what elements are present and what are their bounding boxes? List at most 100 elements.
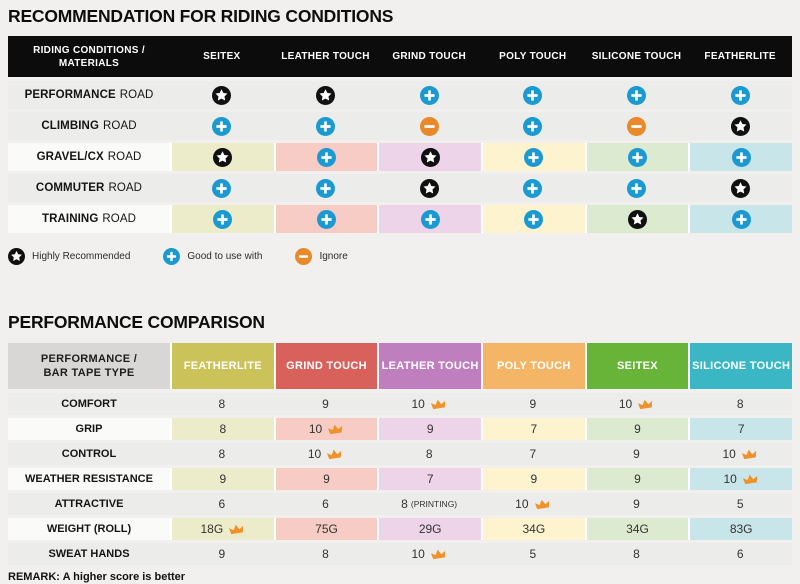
score-cell: 8 (170, 393, 274, 415)
rating-cell (480, 112, 585, 140)
table-row: CLIMBING ROAD (8, 112, 792, 140)
score-cell: 83G (688, 518, 792, 540)
table-row: ATTRACTIVE 6 6 8 (PRINTING) 10 9 5 (8, 493, 792, 515)
table-row: PERFORMANCE ROAD (8, 81, 792, 109)
legend-item-highly-recommended: Highly Recommended (8, 247, 130, 265)
score-cell: 10 (688, 443, 792, 465)
minus-icon (626, 116, 646, 136)
score-cell: 29G (377, 518, 481, 540)
rating-cell (688, 112, 792, 140)
legend-label: Good to use with (187, 250, 263, 262)
minus-icon (419, 116, 439, 136)
row-label: COMFORT (8, 393, 170, 415)
score-value: 83G (729, 522, 753, 536)
row-label: CONTROL (8, 443, 170, 465)
score-value: 9 (322, 397, 329, 411)
column-header-silicone-touch: SILICONE TOUCH (688, 343, 792, 389)
column-header-featherlite: FEATHERLITE (170, 343, 274, 389)
rating-cell (584, 174, 689, 202)
column-header-grind-touch: GRIND TOUCH (273, 343, 378, 389)
star-icon (315, 85, 335, 105)
score-cell: 8 (584, 543, 689, 565)
score-note: (PRINTING) (410, 499, 458, 509)
score-cell: 8 (170, 418, 274, 440)
score-value: 34G (522, 522, 546, 536)
score-value: 18G (200, 522, 224, 536)
score-value: 10 (308, 422, 323, 436)
score-cell: 7 (377, 468, 481, 490)
rating-cell (480, 174, 585, 202)
rating-cell (377, 205, 481, 233)
plus-icon (524, 147, 544, 167)
plus-icon (316, 147, 336, 167)
rating-cell (688, 143, 792, 171)
rating-cell (688, 81, 792, 109)
star-icon (730, 178, 750, 198)
crown-icon (742, 473, 759, 486)
rating-cell (170, 205, 274, 233)
score-cell: 9 (170, 543, 274, 565)
table-row: COMFORT 8 9 10 9 10 8 (8, 393, 792, 415)
plus-icon (420, 209, 440, 229)
rating-cell (480, 143, 585, 171)
row-label: GRAVEL/CX ROAD (8, 143, 170, 171)
crown-icon (430, 548, 447, 561)
score-cell: 10 (688, 468, 792, 490)
plus-icon (730, 85, 750, 105)
score-cell: 75G (273, 518, 378, 540)
icon-legend: Highly Recommended Good to use with Ignore (8, 247, 792, 265)
score-value: 8 (425, 447, 433, 461)
score-value: 34G (626, 522, 649, 536)
score-value: 8 (633, 547, 640, 561)
score-cell: 6 (273, 493, 378, 515)
rating-cell (273, 143, 378, 171)
score-cell: 8 (PRINTING) (377, 493, 481, 515)
star-icon (420, 147, 440, 167)
rating-cell (584, 112, 689, 140)
score-cell: 6 (688, 543, 792, 565)
column-header-seitex: SEITEX (203, 51, 241, 62)
plus-icon (315, 116, 335, 136)
score-cell: 10 (273, 418, 378, 440)
crown-icon (741, 448, 758, 461)
star-icon (627, 209, 647, 229)
plus-icon (523, 116, 543, 136)
star-icon (212, 85, 232, 105)
rating-cell (273, 174, 378, 202)
crown-icon (430, 398, 447, 411)
rating-cell (377, 143, 481, 171)
plus-icon (524, 209, 544, 229)
table-row: WEIGHT (ROLL) 18G 75G 29G 34G 34G 83G (8, 518, 792, 540)
score-cell: 10 (377, 393, 481, 415)
score-cell: 18G (170, 518, 274, 540)
plus-icon (731, 209, 751, 229)
performance-bar-tape-header: PERFORMANCE / BAR TAPE TYPE (8, 343, 170, 389)
riding-conditions-table: RIDING CONDITIONS / MATERIALS SEITEX LEATH… (8, 36, 792, 233)
performance-comparison-title: PERFORMANCE COMPARISON (8, 312, 265, 332)
score-value: 6 (218, 497, 226, 511)
legend-item-good-to-use-with: Good to use with (163, 247, 263, 265)
crown-icon (327, 423, 344, 436)
column-header-leather-touch: LEATHER TOUCH (281, 51, 370, 62)
score-value: 10 (618, 397, 633, 411)
column-header-silicone-touch: SILICONE TOUCH (591, 51, 682, 62)
score-value: 9 (323, 472, 330, 486)
star-icon (8, 247, 25, 265)
plus-icon (163, 247, 181, 265)
score-value: 9 (219, 472, 227, 486)
rating-cell (584, 205, 689, 233)
row-label: TRAINING ROAD (8, 205, 170, 233)
rating-cell (170, 81, 274, 109)
score-value: 8 (219, 422, 227, 436)
rating-cell (273, 205, 378, 233)
score-value: 8 (322, 547, 329, 561)
plus-icon (731, 147, 751, 167)
plus-icon (626, 85, 646, 105)
score-value: 7 (530, 422, 538, 436)
score-value: 10 (411, 547, 425, 561)
score-cell: 8 (170, 443, 274, 465)
score-value: 6 (736, 547, 744, 561)
score-cell: 7 (688, 418, 792, 440)
plus-icon (626, 178, 646, 198)
